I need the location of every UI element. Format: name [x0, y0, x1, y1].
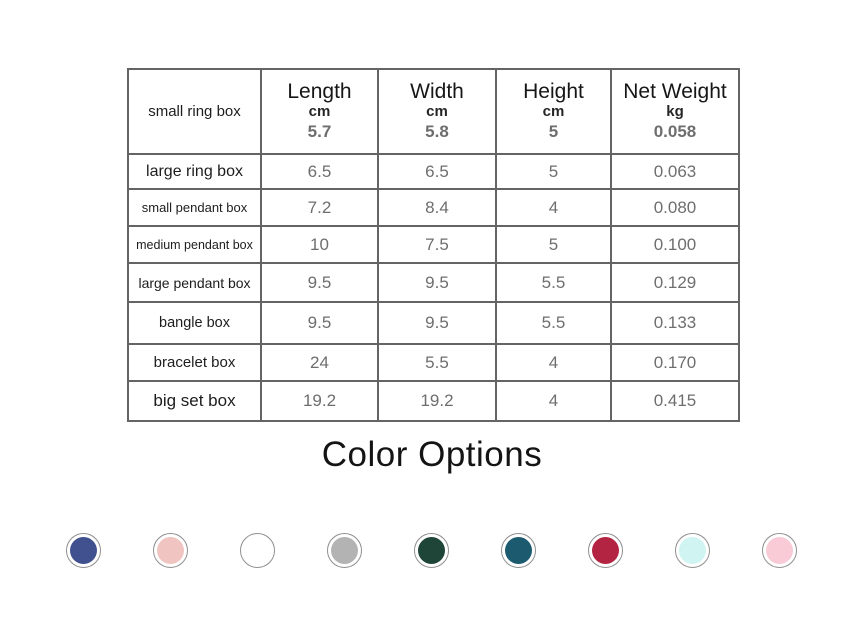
column-unit: kg [666, 102, 684, 120]
spec-value: 5.8 [425, 121, 449, 141]
spec-value: 6.5 [377, 153, 497, 190]
color-swatch-fill [679, 537, 706, 564]
spec-value: 5.5 [377, 343, 497, 382]
spec-value: 0.080 [610, 188, 740, 227]
header-product-cell: small ring box [127, 68, 262, 155]
column-header-length: Length cm 5.7 [260, 68, 379, 155]
spec-value: 9.5 [377, 301, 497, 345]
spec-value: 9.5 [260, 301, 379, 345]
spec-value: 19.2 [377, 380, 497, 422]
column-label: Width [410, 79, 464, 103]
column-unit: cm [542, 102, 565, 120]
column-label: Height [523, 79, 584, 103]
color-swatch-blush-pink [153, 533, 188, 568]
product-name: bangle box [127, 301, 262, 345]
color-swatch-dark-green [414, 533, 449, 568]
table-row: bangle box 9.5 9.5 5.5 0.133 [127, 301, 740, 345]
spec-value: 5.7 [307, 121, 332, 141]
color-swatch-light-pink [762, 533, 797, 568]
table-row: big set box 19.2 19.2 4 0.415 [127, 380, 740, 422]
column-label: Length [287, 79, 352, 103]
column-label: Net Weight [623, 79, 727, 103]
spec-value: 4 [495, 343, 612, 382]
spec-table-body: large ring box 6.5 6.5 5 0.063 small pendant … [127, 153, 740, 422]
spec-value: 5 [548, 121, 559, 141]
column-unit: cm [426, 102, 448, 120]
color-swatch-fill [766, 537, 793, 564]
color-swatch-fill [592, 537, 619, 564]
color-swatch-fill [244, 537, 271, 564]
product-name: large pendant box [127, 262, 262, 303]
spec-value: 5 [495, 225, 612, 264]
color-swatch-fill [70, 537, 97, 564]
spec-value: 6.5 [260, 153, 379, 190]
spec-value: 8.4 [377, 188, 497, 227]
color-swatch-teal [501, 533, 536, 568]
color-swatch-navy-blue [66, 533, 101, 568]
table-row: medium pendant box 10 7.5 5 0.100 [127, 225, 740, 264]
spec-value: 0.415 [610, 380, 740, 422]
spec-value: 0.170 [610, 343, 740, 382]
color-swatch-crimson-red [588, 533, 623, 568]
spec-table-header-row: small ring box Length cm 5.7 Width cm 5.8 Heig… [127, 68, 740, 155]
color-swatch-row [66, 533, 797, 568]
spec-value: 19.2 [260, 380, 379, 422]
table-row: large ring box 6.5 6.5 5 0.063 [127, 153, 740, 190]
spec-value: 9.5 [260, 262, 379, 303]
table-row: large pendant box 9.5 9.5 5.5 0.129 [127, 262, 740, 303]
color-swatch-fill [418, 537, 445, 564]
column-unit: cm [308, 102, 331, 120]
product-name: small pendant box [127, 188, 262, 227]
spec-value: 0.058 [653, 121, 697, 141]
product-name: large ring box [127, 153, 262, 190]
column-header-net-weight: Net Weight kg 0.058 [610, 68, 740, 155]
column-header-height: Height cm 5 [495, 68, 612, 155]
spec-value: 5.5 [495, 301, 612, 345]
color-swatch-fill [157, 537, 184, 564]
spec-value: 0.100 [610, 225, 740, 264]
color-swatch-white [240, 533, 275, 568]
spec-value: 0.129 [610, 262, 740, 303]
spec-value: 5.5 [495, 262, 612, 303]
spec-value: 7.5 [377, 225, 497, 264]
spec-value: 24 [260, 343, 379, 382]
color-swatch-light-cyan [675, 533, 710, 568]
column-header-width: Width cm 5.8 [377, 68, 497, 155]
spec-value: 4 [495, 188, 612, 227]
spec-value: 10 [260, 225, 379, 264]
product-name: medium pendant box [127, 225, 262, 264]
product-name: big set box [127, 380, 262, 422]
spec-value: 5 [495, 153, 612, 190]
product-name: bracelet box [127, 343, 262, 382]
spec-value: 9.5 [377, 262, 497, 303]
color-swatch-fill [505, 537, 532, 564]
spec-value: 0.063 [610, 153, 740, 190]
color-swatch-fill [331, 537, 358, 564]
table-row: small pendant box 7.2 8.4 4 0.080 [127, 188, 740, 227]
spec-value: 4 [495, 380, 612, 422]
color-options-title: Color Options [321, 435, 543, 474]
spec-value: 7.2 [260, 188, 379, 227]
color-swatch-gray [327, 533, 362, 568]
table-row: bracelet box 24 5.5 4 0.170 [127, 343, 740, 382]
spec-table: small ring box Length cm 5.7 Width cm 5.8 Heig… [127, 68, 740, 422]
spec-value: 0.133 [610, 301, 740, 345]
